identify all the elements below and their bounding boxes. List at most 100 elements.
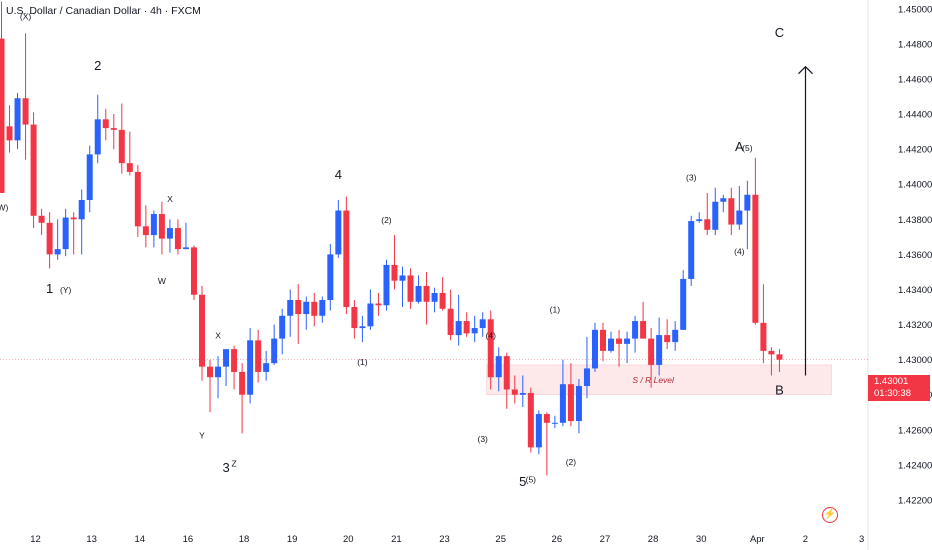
wave-label: 3 xyxy=(222,460,229,475)
y-tick-label: 1.42200 xyxy=(898,496,932,507)
candle-body xyxy=(142,226,149,236)
candle-body xyxy=(543,414,550,423)
candle-body xyxy=(190,247,197,295)
candle-body xyxy=(423,285,430,302)
candle-body xyxy=(720,198,727,202)
candle-body xyxy=(126,163,133,172)
candle-body xyxy=(359,326,366,329)
wave-label: W xyxy=(158,276,166,286)
candle-body xyxy=(503,356,510,390)
candle-body xyxy=(182,247,189,250)
candle-body xyxy=(511,389,518,395)
x-tick-label: 16 xyxy=(183,534,194,545)
candle-body xyxy=(335,210,342,255)
wave-label: (Y) xyxy=(60,285,72,295)
candle-body xyxy=(752,194,759,323)
candle-body xyxy=(86,154,93,200)
wave-label: (5) xyxy=(742,143,753,153)
x-tick-label: 3 xyxy=(859,534,864,545)
wave-label: (3) xyxy=(686,173,697,183)
candle-body xyxy=(672,329,679,343)
x-tick-label: 20 xyxy=(343,534,354,545)
candle-body xyxy=(760,322,767,351)
wave-label: A xyxy=(735,139,744,154)
candle-body xyxy=(535,414,542,448)
y-tick-label: 1.44400 xyxy=(898,110,932,121)
candle-body xyxy=(575,385,582,422)
candle-body xyxy=(688,221,695,279)
wave-label: 1 xyxy=(46,281,53,296)
lightning-icon[interactable]: ⚡ xyxy=(822,507,838,523)
candle-body xyxy=(487,319,494,378)
x-tick-label: 18 xyxy=(239,534,250,545)
wave-label: (W) xyxy=(0,203,9,213)
candle-body xyxy=(431,292,438,302)
wave-label: C xyxy=(775,25,784,40)
candle-body xyxy=(231,349,238,372)
y-tick-label: 1.44200 xyxy=(898,145,932,156)
candle-body xyxy=(463,321,470,334)
candle-body xyxy=(327,254,334,300)
x-tick-label: 25 xyxy=(495,534,506,545)
x-tick-label: 12 xyxy=(30,534,41,545)
bar-countdown: 01:30:38 xyxy=(874,388,911,399)
candle-body xyxy=(14,98,21,141)
candle-body xyxy=(447,308,454,336)
candle-body xyxy=(343,210,350,308)
candle-body xyxy=(696,219,703,222)
candle-body xyxy=(624,338,631,344)
candle-body xyxy=(70,217,77,220)
candle-body xyxy=(680,278,687,330)
x-tick-label: 26 xyxy=(552,534,563,545)
candle-body xyxy=(94,119,101,155)
x-tick-label: 19 xyxy=(287,534,298,545)
candle-body xyxy=(471,328,478,334)
candle-body xyxy=(207,366,214,378)
candle-body xyxy=(319,300,326,316)
candle-body xyxy=(295,300,302,315)
candle-body xyxy=(712,201,719,230)
candle-body xyxy=(158,214,165,239)
wave-label: Z xyxy=(231,459,236,469)
candle-body xyxy=(287,300,294,316)
last-price-label: 1.43001 01:30:38 xyxy=(868,375,930,401)
candle-body xyxy=(519,392,526,395)
candle-body xyxy=(583,368,590,386)
candle-body xyxy=(455,321,462,336)
y-tick-label: 1.42600 xyxy=(898,425,932,436)
candle-body xyxy=(166,228,173,239)
wave-label: Y xyxy=(199,431,205,441)
x-tick-label: 13 xyxy=(86,534,97,545)
candle-body xyxy=(648,338,655,365)
candle-body xyxy=(632,321,639,339)
candle-body xyxy=(776,354,783,360)
symbol-title[interactable]: U.S. Dollar / Canadian Dollar · 4h · FXC… xyxy=(6,5,201,17)
candle-body xyxy=(46,222,53,255)
candle-body xyxy=(78,200,85,220)
y-tick-label: 1.43800 xyxy=(898,215,932,226)
candle-body xyxy=(527,392,534,448)
candle-body xyxy=(591,329,598,369)
x-tick-label: 28 xyxy=(648,534,659,545)
x-tick-label: 21 xyxy=(391,534,402,545)
y-tick-label: 1.45000 xyxy=(898,4,932,15)
candle-body xyxy=(311,301,318,316)
candle-body xyxy=(391,264,398,281)
candle-body xyxy=(567,384,574,422)
y-tick-label: 1.43600 xyxy=(898,250,932,261)
candle-body xyxy=(559,384,566,423)
candle-body xyxy=(736,210,743,225)
y-tick-label: 1.44000 xyxy=(898,180,932,191)
candle-body xyxy=(656,335,663,365)
x-tick-label: 30 xyxy=(696,534,707,545)
candle-body xyxy=(223,349,230,367)
wave-label: 4 xyxy=(335,167,342,182)
candle-body xyxy=(174,228,181,250)
candle-body xyxy=(247,340,254,395)
candle-body xyxy=(279,315,286,339)
candle-body xyxy=(704,219,711,230)
candle-body xyxy=(239,371,246,395)
candle-body xyxy=(150,214,157,236)
candle-body xyxy=(383,264,390,306)
